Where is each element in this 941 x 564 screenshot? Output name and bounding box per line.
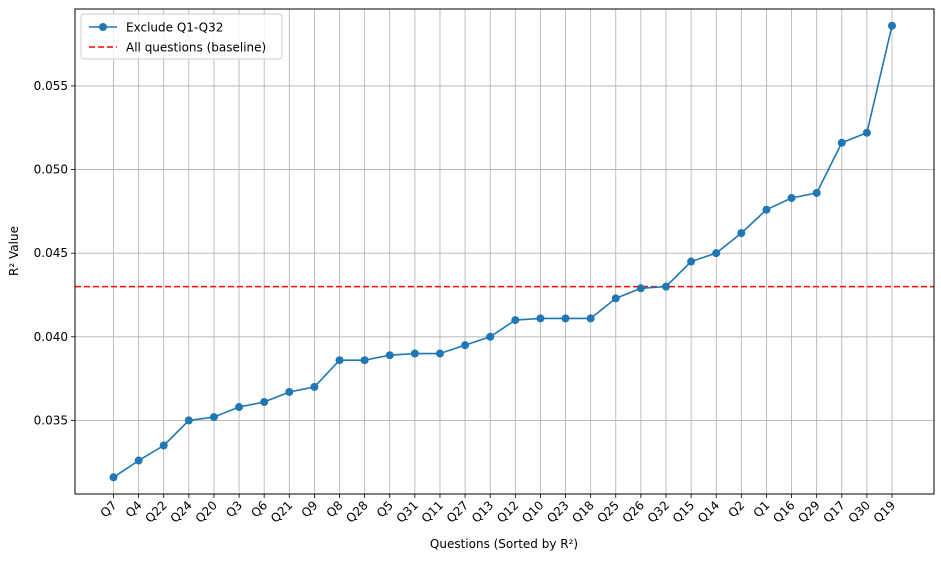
data-point [285, 387, 294, 396]
x-tick-label: Q2 [725, 498, 747, 520]
series-line [113, 25, 893, 478]
data-point [536, 314, 545, 323]
x-tick-label: Q12 [494, 498, 521, 525]
x-tick-label: Q20 [193, 498, 220, 525]
x-tick-label: Q26 [620, 498, 647, 525]
data-point [611, 294, 620, 303]
plot-frame [74, 8, 935, 495]
x-tick-label: Q3 [223, 498, 245, 520]
data-point [360, 356, 369, 365]
x-tick-label: Q5 [374, 498, 396, 520]
data-point [335, 356, 344, 365]
x-tick-label: Q10 [519, 498, 546, 525]
data-point [461, 341, 470, 350]
x-tick-label: Q28 [343, 498, 370, 525]
x-tick-label: Q19 [871, 498, 898, 525]
x-tick-label: Q17 [821, 498, 848, 525]
x-tick-label: Q25 [595, 498, 622, 525]
data-point [184, 416, 193, 425]
data-point [712, 249, 721, 258]
x-tick-label: Q21 [268, 498, 295, 525]
x-tick-label: Q18 [569, 498, 596, 525]
series-layer [109, 21, 896, 482]
grid [75, 9, 934, 494]
data-point [109, 473, 118, 482]
x-tick-label: Q29 [795, 498, 822, 525]
x-tick-label: Q31 [394, 498, 421, 525]
data-point [787, 193, 796, 202]
legend-box [80, 13, 283, 60]
x-tick-label: Q7 [98, 498, 120, 520]
x-tick-label: Q23 [544, 498, 571, 525]
x-tick-label: Q8 [324, 498, 346, 520]
data-point [586, 314, 595, 323]
y-axis-label: R² Value [7, 226, 21, 276]
y-tick-label: 0.035 [34, 413, 68, 427]
legend: Exclude Q1-Q32 All questions (baseline) [80, 13, 283, 60]
y-tick-label: 0.040 [34, 330, 68, 344]
x-tick-label: Q4 [123, 498, 145, 520]
data-point [636, 284, 645, 293]
data-point [486, 332, 495, 341]
x-tick-label: Q16 [770, 498, 797, 525]
y-tick-label: 0.050 [34, 163, 68, 177]
data-point [209, 413, 218, 422]
x-tick-label: Q32 [645, 498, 672, 525]
data-point [235, 403, 244, 412]
x-tick-label: Q6 [248, 498, 270, 520]
x-tick-label: Q1 [751, 498, 773, 520]
x-tick-label: Q15 [670, 498, 697, 525]
data-point [511, 316, 520, 325]
legend-series-label: Exclude Q1-Q32 [126, 21, 223, 35]
data-point [134, 456, 143, 465]
data-point [260, 398, 269, 407]
x-tick-label: Q27 [444, 498, 471, 525]
y-axis: 0.035 0.040 0.045 0.050 0.055 [34, 79, 75, 427]
y-tick-label: 0.045 [34, 246, 68, 260]
y-tick-label: 0.055 [34, 79, 68, 93]
data-point [888, 21, 896, 30]
data-point [435, 349, 444, 358]
data-point [385, 351, 394, 360]
x-tick-label: Q14 [695, 498, 722, 525]
data-point [310, 382, 319, 391]
data-point [159, 441, 168, 450]
x-tick-label: Q22 [142, 498, 169, 525]
x-tick-label: Q13 [469, 498, 496, 525]
x-tick-label: Q9 [299, 498, 321, 520]
legend-series-marker [99, 23, 107, 31]
data-point [762, 205, 771, 214]
data-point [737, 229, 746, 238]
legend-baseline-label: All questions (baseline) [126, 41, 266, 55]
data-point [410, 349, 419, 358]
x-axis-label: Questions (Sorted by R²) [430, 537, 578, 551]
x-tick-label: Q24 [168, 498, 195, 525]
data-point [687, 257, 696, 266]
data-point [862, 128, 871, 137]
data-point [837, 138, 846, 147]
data-point [661, 282, 670, 291]
data-point [812, 188, 821, 197]
data-point [561, 314, 570, 323]
x-tick-label: Q30 [846, 498, 873, 525]
x-tick-label: Q11 [419, 498, 446, 525]
